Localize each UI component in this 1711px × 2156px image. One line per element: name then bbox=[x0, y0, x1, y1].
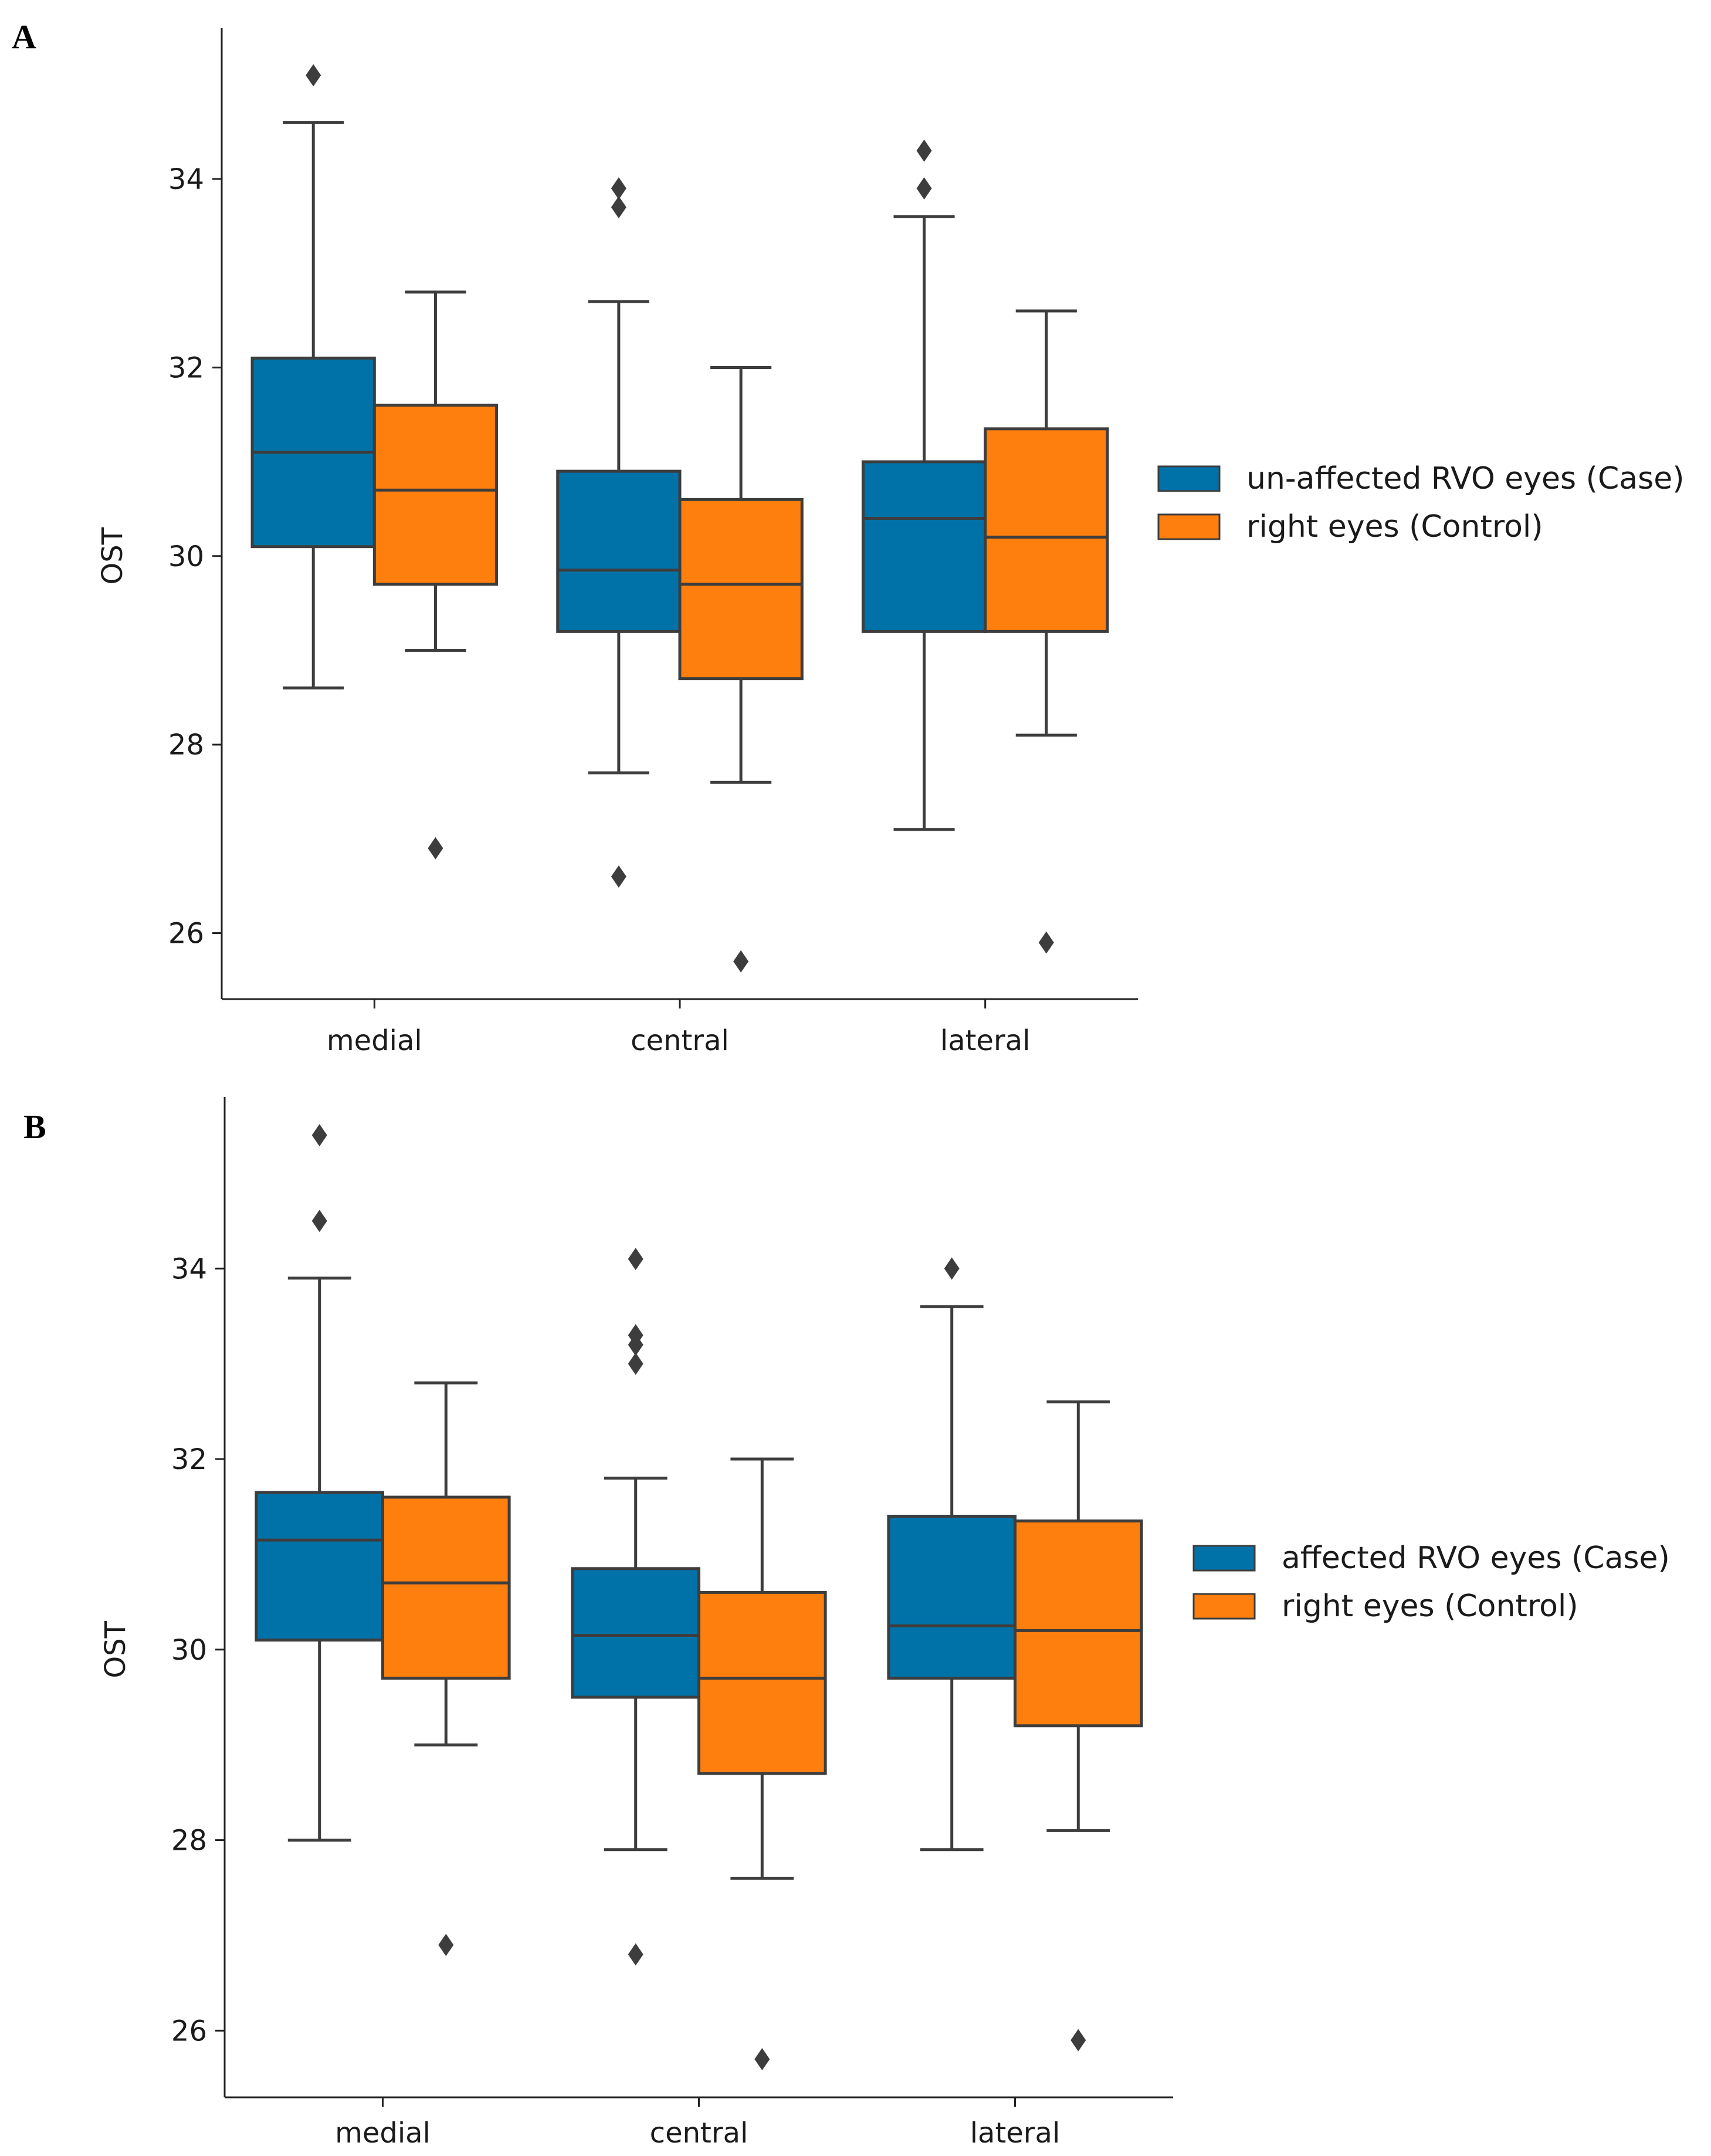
outlier-point bbox=[311, 1123, 327, 1146]
outlier-point bbox=[733, 950, 749, 973]
y-tick-label: 34 bbox=[171, 1253, 207, 1285]
x-tick-label: medial bbox=[327, 1024, 422, 1057]
x-tick-label: central bbox=[631, 1024, 729, 1057]
box-lateral-case bbox=[887, 1257, 1017, 1852]
outlier-point bbox=[428, 837, 443, 859]
box-iqr bbox=[984, 427, 1109, 633]
box-iqr bbox=[887, 1514, 1017, 1680]
outlier-point bbox=[611, 865, 626, 888]
box-medial-case bbox=[255, 1123, 384, 1842]
y-axis-label: OST bbox=[99, 1620, 132, 1678]
box-iqr bbox=[255, 1491, 384, 1642]
legend-label: un-affected RVO eyes (Case) bbox=[1246, 461, 1684, 496]
outlier-point bbox=[916, 139, 932, 162]
y-tick-label: 32 bbox=[168, 351, 204, 384]
legend-label: right eyes (Control) bbox=[1282, 1589, 1578, 1624]
outlier-point bbox=[628, 1352, 643, 1375]
box-iqr bbox=[571, 1567, 701, 1699]
box-medial-case bbox=[250, 64, 376, 690]
outlier-point bbox=[611, 177, 626, 200]
box-medial-control bbox=[381, 1381, 511, 1957]
y-tick-label: 28 bbox=[168, 729, 204, 761]
box-central-control bbox=[678, 365, 804, 973]
x-tick-label: lateral bbox=[940, 1024, 1031, 1057]
chart-panel-b: B 26 28 30 32 34 OST medial central lateral affect… bbox=[23, 1097, 1670, 2150]
box-lateral-control bbox=[984, 309, 1109, 954]
box-iqr bbox=[381, 1495, 511, 1680]
legend-swatch bbox=[1192, 1545, 1256, 1572]
y-axis-label: OST bbox=[96, 527, 129, 584]
y-tick-label: 28 bbox=[171, 1825, 207, 1857]
box-central-case bbox=[571, 1248, 701, 1966]
outlier-point bbox=[916, 177, 932, 200]
outlier-point bbox=[944, 1257, 960, 1280]
legend: un-affected RVO eyes (Case) right eyes (C… bbox=[1157, 461, 1684, 544]
box-lateral-case bbox=[861, 139, 987, 831]
outlier-point bbox=[1070, 2029, 1086, 2052]
legend-label: right eyes (Control) bbox=[1246, 509, 1543, 544]
legend-swatch bbox=[1157, 465, 1221, 492]
box-medial-control bbox=[372, 290, 499, 859]
outlier-point bbox=[628, 1943, 643, 1966]
box-central-case bbox=[556, 177, 682, 888]
panel-label: A bbox=[12, 18, 36, 56]
box-iqr bbox=[697, 1590, 827, 1775]
outlier-point bbox=[611, 196, 626, 219]
panel-label: B bbox=[23, 1108, 46, 1146]
outlier-point bbox=[628, 1333, 643, 1356]
outlier-point bbox=[1038, 931, 1054, 954]
y-tick-label: 30 bbox=[168, 540, 204, 573]
y-tick-label: 32 bbox=[171, 1443, 207, 1476]
box-central-control bbox=[697, 1457, 827, 2071]
x-tick-label: lateral bbox=[970, 2117, 1061, 2150]
outlier-point bbox=[438, 1934, 454, 1957]
box-iqr bbox=[372, 404, 499, 586]
outlier-point bbox=[628, 1248, 643, 1271]
box-iqr bbox=[861, 460, 987, 633]
box-iqr bbox=[678, 497, 804, 681]
legend-label: affected RVO eyes (Case) bbox=[1282, 1541, 1670, 1576]
legend: affected RVO eyes (Case) right eyes (Cont… bbox=[1192, 1541, 1670, 1624]
outlier-point bbox=[754, 2048, 770, 2071]
outlier-point bbox=[306, 64, 321, 87]
box-iqr bbox=[556, 469, 682, 633]
y-tick-label: 26 bbox=[171, 2015, 207, 2047]
y-tick-label: 34 bbox=[168, 163, 204, 196]
chart-panel-a: A 26 28 30 32 34 OST medial central lateral un-aff… bbox=[12, 18, 1684, 1057]
y-tick-label: 30 bbox=[171, 1634, 207, 1667]
y-tick-label: 26 bbox=[168, 918, 204, 950]
legend-swatch bbox=[1157, 513, 1221, 540]
outlier-point bbox=[311, 1210, 327, 1233]
legend-swatch bbox=[1192, 1593, 1256, 1620]
x-tick-label: medial bbox=[335, 2117, 431, 2150]
box-lateral-control bbox=[1014, 1400, 1143, 2052]
x-tick-label: central bbox=[650, 2117, 748, 2150]
box-iqr bbox=[1014, 1519, 1143, 1728]
